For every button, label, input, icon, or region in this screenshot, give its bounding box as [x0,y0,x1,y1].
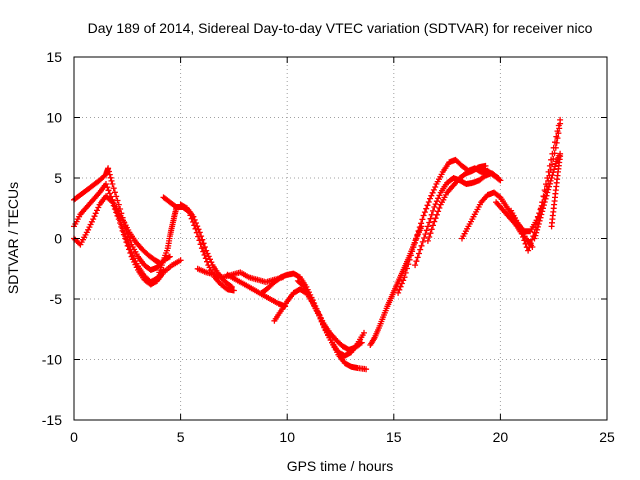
y-tick-label: 0 [54,231,62,247]
series-track-15 [412,170,502,269]
series-track-16 [424,162,489,244]
data-point-markers [367,223,425,348]
x-tick-label: 0 [70,429,78,445]
x-tick-label: 5 [177,429,185,445]
data-point-markers [548,153,564,230]
data-points [71,116,564,373]
x-tick-label: 25 [599,429,615,445]
y-tick-label: -5 [50,291,63,307]
data-point-markers [508,120,564,235]
y-tick-label: -15 [42,412,62,428]
y-tick-labels: -15 -10 -5 0 5 10 15 [42,49,62,428]
series-track-13 [367,223,425,348]
series-track-21 [548,153,564,230]
series-track-5 [156,205,180,276]
x-tick-label: 20 [493,429,509,445]
grid-lines [74,57,607,420]
data-point-markers [156,205,180,276]
y-axis-label: SDTVAR / TECUs [5,182,21,294]
chart-title: Day 189 of 2014, Sidereal Day-to-day VTE… [88,20,593,36]
x-tick-labels: 0 5 10 15 20 25 [70,429,615,445]
x-axis-label: GPS time / hours [287,458,394,474]
y-tick-label: 10 [46,110,62,126]
series-track-4 [113,205,163,266]
axis-ticks [73,56,608,421]
y-tick-label: 5 [54,170,62,186]
x-tick-label: 10 [279,429,295,445]
y-tick-label: -10 [42,352,62,368]
data-point-markers [412,170,502,269]
y-tick-label: 15 [46,49,62,65]
x-tick-label: 15 [386,429,402,445]
data-point-markers [294,277,365,353]
data-point-markers [424,162,489,244]
series-track-19 [508,120,564,235]
series-track-12 [294,277,365,353]
data-point-markers [113,205,163,266]
